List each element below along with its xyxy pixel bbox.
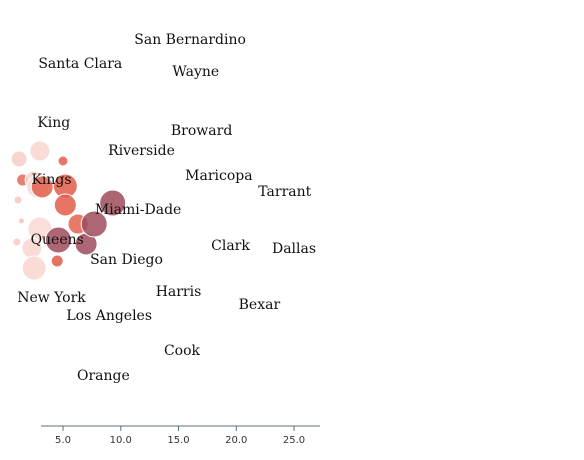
bubble-point xyxy=(50,254,64,268)
county-label: Los Angeles xyxy=(66,308,152,324)
county-label: King xyxy=(37,115,70,131)
county-label: Wayne xyxy=(172,64,219,80)
bubble-point xyxy=(21,255,47,281)
county-label: Broward xyxy=(171,123,232,139)
bubble-point xyxy=(10,150,28,168)
county-label: Queens xyxy=(31,232,84,248)
county-label: San Diego xyxy=(90,252,163,268)
county-label: Miami-Dade xyxy=(95,202,181,218)
x-tick-label: 15.0 xyxy=(167,435,189,446)
county-label: Orange xyxy=(77,368,130,384)
county-label-layer: San Bernardino Santa Clara Wayne King Browar… xyxy=(17,32,316,384)
bubble-point xyxy=(13,195,23,205)
county-label: Santa Clara xyxy=(38,56,122,72)
county-label: Bexar xyxy=(239,297,281,313)
bubble-point xyxy=(17,217,25,225)
bubble-point xyxy=(44,226,72,254)
bubble-layer xyxy=(10,140,127,281)
bubble-point xyxy=(29,140,51,162)
county-label: Dallas xyxy=(272,241,316,257)
county-label: Kings xyxy=(31,172,71,188)
x-tick-label: 25.0 xyxy=(283,435,305,446)
bubble-point xyxy=(12,237,22,247)
county-label: Maricopa xyxy=(185,168,252,184)
bubble-point xyxy=(99,189,127,217)
x-tick-label: 20.0 xyxy=(225,435,247,446)
county-label: Cook xyxy=(164,343,201,359)
county-label: Riverside xyxy=(108,143,175,159)
x-tick-label: 5.0 xyxy=(55,435,71,446)
county-label: New York xyxy=(17,290,86,306)
x-tick-label: 10.0 xyxy=(110,435,132,446)
county-label: San Bernardino xyxy=(134,32,246,48)
bubble-point xyxy=(80,210,108,238)
county-label: Clark xyxy=(211,238,250,254)
county-label: Tarrant xyxy=(258,184,311,200)
county-label: Harris xyxy=(156,284,202,300)
bubble-point xyxy=(53,193,77,217)
x-axis: 5.0 10.0 15.0 20.0 25.0 xyxy=(41,425,320,446)
bubble-point xyxy=(57,155,69,167)
